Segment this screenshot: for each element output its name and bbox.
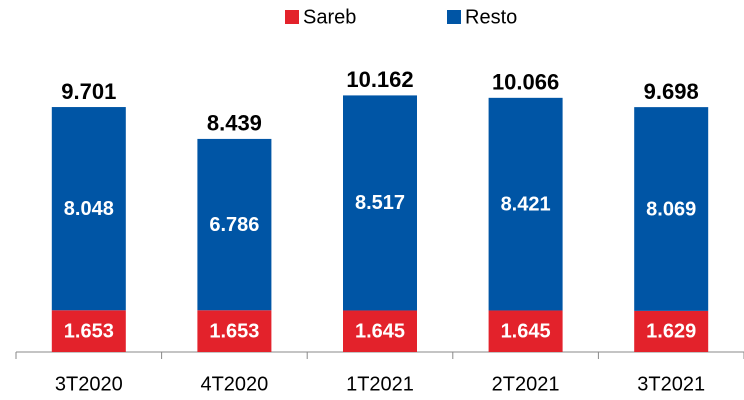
total-label: 10.162 bbox=[346, 67, 413, 92]
total-label: 9.701 bbox=[61, 79, 116, 104]
bar-segment bbox=[634, 107, 709, 311]
value-label: 8.421 bbox=[501, 193, 551, 215]
bar-segment bbox=[51, 310, 126, 352]
value-label: 1.629 bbox=[646, 321, 696, 343]
value-label: 1.653 bbox=[209, 320, 259, 342]
bar-segment bbox=[343, 95, 417, 311]
bar-segment bbox=[51, 107, 126, 311]
legend-swatch bbox=[285, 10, 299, 24]
bar-segment bbox=[488, 310, 563, 352]
bar-segment bbox=[197, 310, 272, 352]
bar-segment bbox=[488, 97, 563, 311]
bar-segment bbox=[634, 310, 709, 352]
bar-segment bbox=[343, 310, 417, 352]
x-tick-label: 3T2021 bbox=[637, 373, 705, 395]
total-label: 9.698 bbox=[644, 79, 699, 104]
legend-swatch bbox=[447, 10, 461, 24]
value-label: 1.645 bbox=[355, 321, 405, 343]
x-tick-label: 1T2021 bbox=[346, 373, 414, 395]
x-tick-label: 3T2020 bbox=[55, 373, 123, 395]
value-label: 1.653 bbox=[64, 320, 114, 342]
value-label: 8.048 bbox=[64, 198, 114, 220]
x-tick-label: 4T2020 bbox=[200, 373, 268, 395]
value-label: 1.645 bbox=[501, 321, 551, 343]
x-tick-label: 2T2021 bbox=[492, 373, 560, 395]
legend-label: Resto bbox=[465, 6, 517, 28]
total-label: 10.066 bbox=[492, 70, 559, 95]
total-label: 8.439 bbox=[207, 111, 262, 136]
legend-label: Sareb bbox=[303, 6, 356, 28]
value-label: 6.786 bbox=[209, 214, 259, 236]
value-label: 8.517 bbox=[355, 192, 405, 214]
value-label: 8.069 bbox=[646, 198, 696, 220]
bar-segment bbox=[197, 138, 272, 311]
